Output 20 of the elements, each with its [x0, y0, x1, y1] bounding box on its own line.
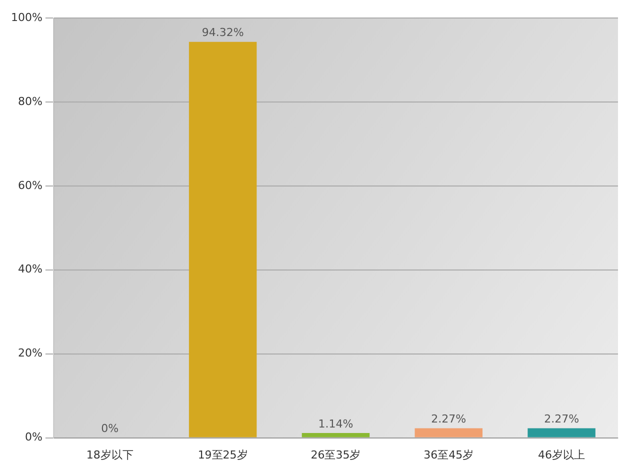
- x-tick-label: 46岁以上: [538, 448, 586, 462]
- bar: [414, 428, 483, 438]
- y-tick-label: 60%: [18, 178, 42, 192]
- y-tick-label: 80%: [18, 94, 42, 108]
- bar: [302, 433, 370, 438]
- bar: [528, 428, 596, 438]
- data-label: 1.14%: [318, 417, 354, 430]
- y-tick-label: 100%: [10, 10, 42, 24]
- x-tick-label: 26至35岁: [310, 448, 361, 462]
- data-label: 2.27%: [544, 412, 580, 426]
- y-tick-label: 20%: [18, 346, 42, 360]
- y-tick-label: 0%: [24, 430, 42, 444]
- data-label: 2.27%: [431, 412, 466, 426]
- data-label: 0%: [101, 422, 119, 436]
- x-tick-label: 36至45岁: [424, 448, 474, 462]
- data-label: 94.32%: [202, 26, 244, 40]
- x-tick-label: 18岁以下: [86, 448, 134, 462]
- bar: [188, 42, 257, 438]
- y-tick-label: 40%: [18, 262, 42, 276]
- x-tick-label: 19至25岁: [198, 448, 248, 462]
